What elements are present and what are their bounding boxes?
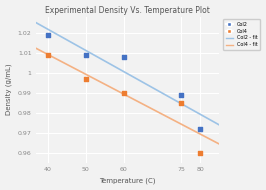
Point <box>84 53 88 56</box>
Point <box>122 55 126 58</box>
Legend: Col2, Col4, Col2 - fit, Col4 - fit: Col2, Col4, Col2 - fit, Col4 - fit <box>223 19 260 50</box>
Point <box>122 91 126 94</box>
Point <box>46 33 50 36</box>
X-axis label: Temperature (C): Temperature (C) <box>99 178 156 184</box>
Point <box>46 53 50 56</box>
Point <box>179 101 183 104</box>
Point <box>198 151 202 154</box>
Y-axis label: Density (g/mL): Density (g/mL) <box>6 64 12 116</box>
Point <box>179 93 183 96</box>
Point <box>84 77 88 80</box>
Title: Experimental Density Vs. Temperature Plot: Experimental Density Vs. Temperature Plo… <box>45 6 210 15</box>
Point <box>198 127 202 130</box>
